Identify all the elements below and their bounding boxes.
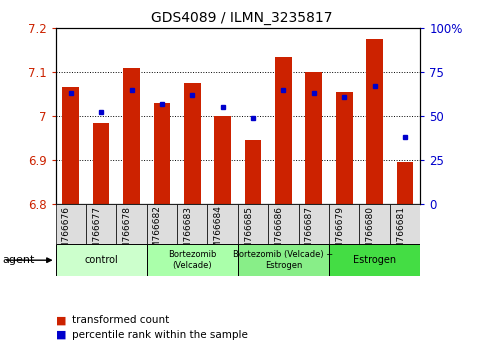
Bar [147, 244, 238, 276]
Text: GSM766680: GSM766680 [366, 206, 375, 261]
Bar [56, 244, 147, 276]
Bar [177, 204, 208, 244]
Text: GSM766686: GSM766686 [274, 206, 284, 261]
Text: Bortezomib
(Velcade): Bortezomib (Velcade) [168, 251, 216, 270]
Bar [298, 204, 329, 244]
Text: transformed count: transformed count [72, 315, 170, 325]
Bar [238, 244, 329, 276]
Bar [329, 244, 420, 276]
Text: control: control [84, 255, 118, 265]
Bar [214, 116, 231, 204]
Bar [62, 87, 79, 204]
Text: Bortezomib (Velcade) +
Estrogen: Bortezomib (Velcade) + Estrogen [233, 251, 334, 270]
Bar [154, 103, 170, 204]
Bar [238, 204, 268, 244]
Bar [268, 204, 298, 244]
Bar [329, 204, 359, 244]
Bar [390, 204, 420, 244]
Bar [123, 68, 140, 204]
Bar [184, 83, 200, 204]
Text: Estrogen: Estrogen [353, 255, 396, 265]
Text: agent: agent [2, 255, 35, 265]
Bar [147, 204, 177, 244]
Bar [305, 72, 322, 204]
Text: GSM766682: GSM766682 [153, 206, 162, 261]
Bar [397, 162, 413, 204]
Text: GSM766687: GSM766687 [305, 206, 314, 261]
Text: ■: ■ [56, 330, 66, 339]
Text: percentile rank within the sample: percentile rank within the sample [72, 330, 248, 339]
Bar [359, 204, 390, 244]
Bar [56, 204, 86, 244]
Bar [208, 204, 238, 244]
Bar [336, 92, 353, 204]
Text: GSM766684: GSM766684 [213, 206, 223, 261]
Bar [93, 122, 110, 204]
Bar [275, 57, 292, 204]
Bar [366, 39, 383, 204]
Text: ■: ■ [56, 315, 66, 325]
Text: GSM766676: GSM766676 [62, 206, 71, 261]
Bar [245, 140, 261, 204]
Text: GSM766681: GSM766681 [396, 206, 405, 261]
Text: GSM766678: GSM766678 [123, 206, 131, 261]
Text: GDS4089 / ILMN_3235817: GDS4089 / ILMN_3235817 [151, 11, 332, 25]
Bar [86, 204, 116, 244]
Text: GSM766679: GSM766679 [335, 206, 344, 261]
Text: GSM766677: GSM766677 [92, 206, 101, 261]
Text: GSM766683: GSM766683 [183, 206, 192, 261]
Bar [116, 204, 147, 244]
Text: GSM766685: GSM766685 [244, 206, 253, 261]
